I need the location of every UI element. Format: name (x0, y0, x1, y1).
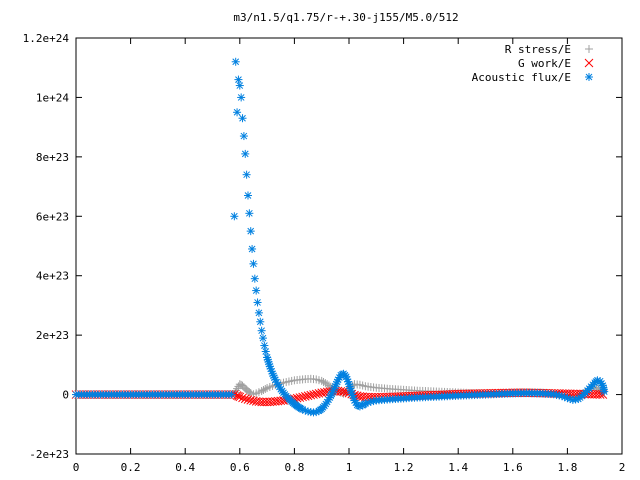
x-tick-label: 2 (619, 461, 626, 474)
data-point (261, 347, 270, 356)
data-point (295, 393, 305, 402)
data-point (259, 386, 268, 395)
y-tick-label: 1.2e+24 (23, 32, 70, 45)
data-point (249, 259, 258, 268)
data-point (235, 392, 245, 402)
data-point (253, 298, 262, 307)
legend-label: R stress/E (505, 43, 571, 56)
x-tick-label: 1.8 (557, 461, 577, 474)
data-point (314, 389, 324, 398)
data-point (246, 395, 256, 405)
y-tick-label: 2e+23 (36, 329, 69, 342)
x-tick-label: 1.4 (448, 461, 468, 474)
legend-label: Acoustic flux/E (472, 71, 571, 84)
data-point (231, 57, 240, 66)
data-point (238, 114, 247, 123)
data-point (317, 388, 327, 398)
x-tick-label: 1.6 (503, 461, 523, 474)
data-point (306, 390, 316, 400)
data-point (246, 227, 255, 236)
legend-label: G work/E (518, 57, 571, 70)
data-point (257, 326, 266, 335)
x-tick-label: 0 (73, 461, 80, 474)
x-tick-label: 0.6 (230, 461, 250, 474)
y-tick-label: -2e+23 (29, 448, 69, 461)
axis-ticks: 0 0.2 0.4 0.6 0.8 1 1.2 1.4 1.6 1.8 2 -2e+23 0 2e+23 4… (23, 32, 626, 474)
data-point (339, 387, 348, 396)
data-point (237, 93, 246, 102)
data-point (257, 387, 266, 396)
legend-marker (584, 58, 594, 68)
data-point (243, 395, 253, 404)
data-point (309, 390, 318, 399)
y-tick-label: 1e+24 (36, 91, 69, 104)
data-point (243, 191, 252, 200)
data-point (239, 132, 248, 141)
data-point (241, 149, 250, 158)
data-point (600, 387, 609, 396)
x-tick-label: 0.4 (175, 461, 195, 474)
data-point (260, 341, 269, 350)
data-point (230, 212, 239, 221)
x-tick-label: 1.2 (394, 461, 414, 474)
data-point (254, 308, 263, 317)
chart-title: m3/n1.5/q1.75/r-+.30-j155/M5.0/512 (233, 11, 458, 24)
data-point (238, 393, 247, 403)
data-point (311, 389, 321, 399)
x-tick-label: 0.2 (121, 461, 141, 474)
data-point (227, 390, 236, 399)
x-tick-label: 0.8 (284, 461, 304, 474)
y-tick-label: 4e+23 (36, 270, 69, 283)
data-point (234, 75, 243, 84)
data-point (249, 396, 258, 406)
data-point (263, 353, 272, 362)
data-point (298, 392, 307, 402)
series-layer (71, 57, 609, 417)
data-point (240, 394, 250, 404)
data-point (248, 244, 257, 253)
y-tick-label: 6e+23 (36, 210, 69, 223)
data-point (303, 391, 313, 401)
data-point (235, 81, 244, 90)
data-point (300, 392, 310, 401)
data-point (261, 385, 270, 394)
data-point (233, 108, 242, 117)
y-tick-label: 0 (62, 389, 69, 402)
data-point (256, 317, 265, 326)
data-point (242, 170, 251, 179)
legend-marker (585, 45, 593, 53)
series-2 (72, 57, 609, 417)
data-point (252, 286, 261, 295)
data-point (245, 388, 254, 397)
legend-marker (585, 73, 593, 81)
y-tick-label: 8e+23 (36, 151, 69, 164)
data-point (250, 274, 259, 283)
x-tick-label: 1 (346, 461, 353, 474)
data-point (245, 209, 254, 218)
data-point (259, 334, 268, 343)
